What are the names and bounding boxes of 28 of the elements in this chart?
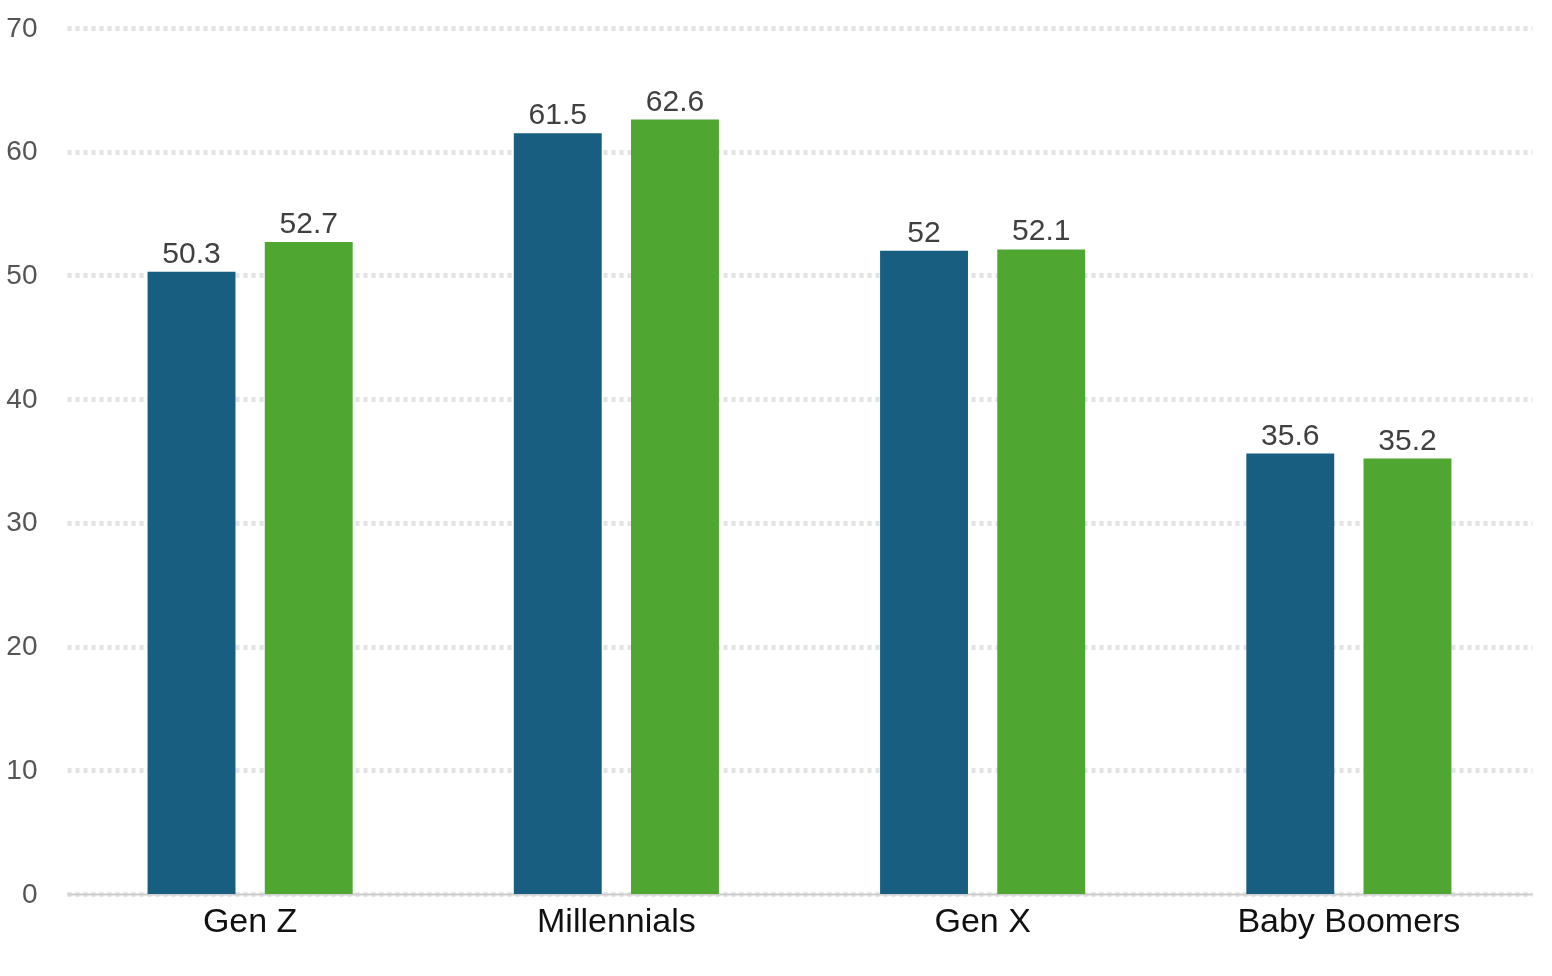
bar — [513, 133, 602, 894]
data-label: 35.2 — [1378, 422, 1437, 456]
y-tick-label: 0 — [21, 877, 38, 909]
y-tick-label: 60 — [6, 135, 38, 167]
data-label: 62.6 — [645, 83, 705, 117]
y-tick-label: 40 — [6, 382, 38, 414]
bar — [997, 249, 1086, 894]
data-label: 52 — [907, 214, 941, 248]
x-tick-label: Gen Z — [202, 900, 298, 939]
bar — [880, 250, 968, 894]
x-tick-label: Baby Boomers — [1237, 900, 1461, 939]
y-tick-label: 50 — [6, 258, 38, 290]
y-tick-label: 10 — [6, 753, 38, 785]
bar — [147, 271, 236, 894]
y-tick-label: 70 — [6, 11, 38, 43]
bar — [264, 242, 353, 894]
y-tick-label: 20 — [6, 630, 38, 662]
data-label: 52.1 — [1012, 213, 1071, 247]
y-tick-label: 30 — [6, 506, 38, 538]
data-label: 52.7 — [279, 206, 338, 240]
bar — [1363, 458, 1452, 894]
x-tick-label: Gen X — [934, 900, 1031, 939]
data-label: 50.3 — [162, 235, 221, 269]
bar — [631, 119, 719, 894]
x-tick-label: Millennials — [537, 900, 696, 939]
bar — [1246, 453, 1335, 894]
data-label: 35.6 — [1261, 417, 1320, 451]
data-label: 61.5 — [528, 97, 587, 131]
